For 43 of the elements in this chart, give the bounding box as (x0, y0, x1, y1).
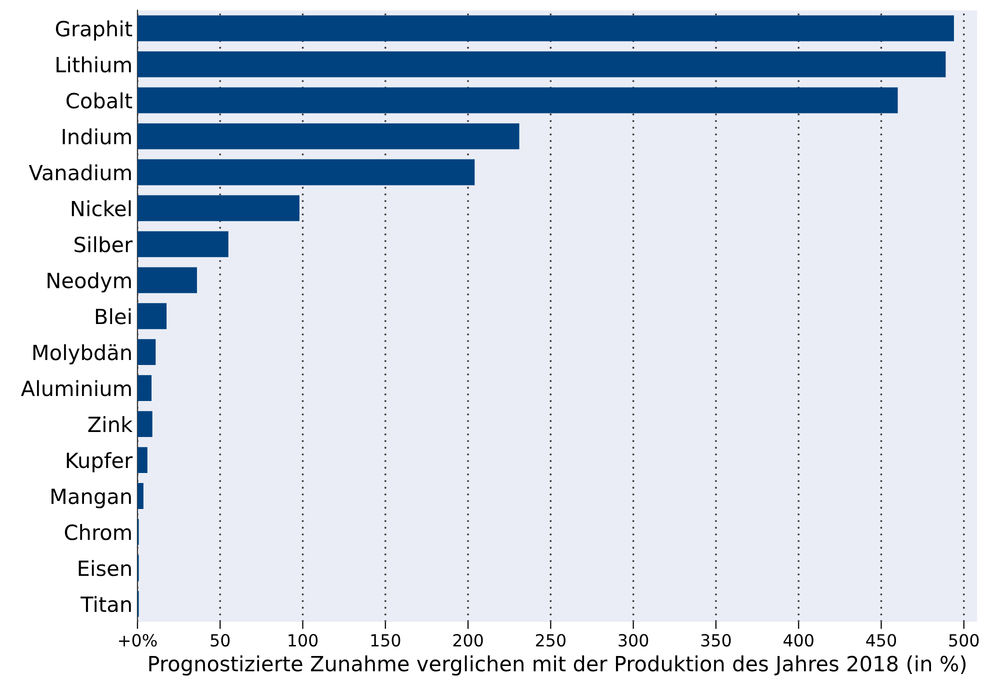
x-tick-label: 100 (288, 634, 318, 647)
y-tick-label: Vanadium (28, 164, 131, 180)
bar (137, 15, 954, 42)
bar (137, 447, 148, 473)
bar (137, 483, 144, 509)
x-tick-label: 400 (784, 634, 814, 647)
bar (137, 87, 898, 114)
x-tick-label: 150 (371, 634, 400, 647)
y-tick-label: Kupfer (66, 452, 133, 472)
y-tick-label: Silber (74, 236, 133, 252)
y-tick-label: Blei (96, 308, 131, 324)
x-tick-label: 50 (210, 634, 230, 647)
bar (137, 51, 946, 78)
bar (137, 375, 152, 402)
y-tick-label: Graphit (56, 20, 132, 41)
y-tick-label: Zink (88, 416, 133, 432)
x-tick-label: 500 (949, 634, 979, 647)
y-tick-label: Indium (62, 128, 131, 144)
bar (137, 339, 156, 366)
y-tick-label: Cobalt (66, 92, 132, 109)
x-tick-label: 300 (618, 634, 648, 647)
bar (137, 411, 152, 437)
x-tick-label: 350 (701, 634, 731, 647)
y-tick-label: Nickel (72, 200, 131, 216)
bar (137, 303, 167, 330)
y-tick-label: Molybdän (33, 344, 131, 364)
y-tick-label: Mangan (52, 488, 131, 508)
y-tick-label: Eisen (78, 560, 131, 576)
x-tick-label: +0% (119, 634, 157, 647)
y-tick-label: Aluminium (20, 380, 131, 396)
x-tick-label: 450 (866, 634, 896, 647)
bar (137, 267, 197, 294)
y-tick-label: Neodym (48, 272, 131, 292)
x-axis-title: Prognostizierte Zunahme verglichen mit der Produktion des Jahres 2018 (in %) (149, 655, 966, 676)
y-tick-label: Chrom (64, 524, 131, 540)
bar (137, 195, 300, 222)
x-tick-label: 200 (453, 634, 483, 647)
bar (137, 231, 228, 258)
bar (137, 123, 520, 150)
bar (137, 159, 475, 186)
x-tick-label: 250 (536, 634, 566, 647)
y-tick-label: Titan (80, 596, 131, 612)
y-tick-label: Lithium (56, 56, 131, 73)
